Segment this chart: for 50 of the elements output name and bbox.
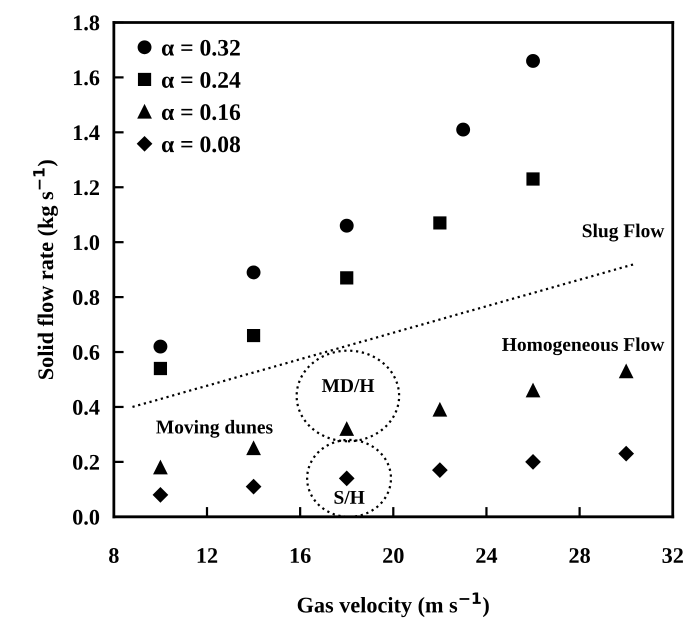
y-tick-label: 1.2	[74, 180, 100, 196]
point	[619, 364, 634, 378]
point	[526, 54, 540, 68]
x-tick-label: 8	[109, 548, 119, 564]
x-axis-title: Gas velocity (m s$^{−1}$)	[298, 592, 489, 618]
point	[153, 340, 168, 354]
legend-label: α = 0.08	[162, 136, 240, 152]
point	[432, 402, 447, 417]
point	[456, 122, 470, 137]
x-tick-label: 28	[569, 548, 590, 564]
annotation: Moving dunes	[156, 420, 273, 438]
annotation: S/H	[334, 490, 364, 504]
annotation: MD/H	[322, 379, 374, 392]
y-tick-label: 1.4	[74, 125, 100, 140]
point	[340, 218, 354, 233]
point	[152, 487, 168, 502]
annotation: Slug Flow	[582, 224, 664, 242]
y-tick-label: 0.6	[73, 344, 100, 360]
point	[618, 446, 634, 462]
x-tick-label: 16	[290, 548, 311, 564]
y-tick-label: 0.2	[73, 454, 100, 470]
point	[153, 460, 168, 474]
point	[154, 362, 168, 376]
y-tick-label: 0.0	[73, 510, 100, 525]
y-axis-title: Solid flow rate (kg s$^{−1}$)	[33, 160, 58, 380]
annotation: Homogeneous Flow	[502, 337, 664, 356]
point	[246, 441, 261, 456]
point	[526, 384, 540, 398]
legend-label: α = 0.24	[162, 72, 240, 88]
y-tick-label: 1.6	[74, 70, 100, 86]
point	[246, 328, 260, 342]
x-tick-label: 20	[383, 548, 404, 564]
point	[339, 470, 354, 486]
x-tick-label: 12	[198, 548, 218, 563]
x-tick-label: 32	[662, 548, 683, 564]
legend-label: α = 0.32	[162, 40, 240, 56]
point	[525, 454, 541, 470]
point	[246, 265, 261, 280]
y-tick-label: 1.8	[74, 15, 100, 30]
legend-label: α = 0.16	[162, 104, 240, 120]
point	[432, 462, 448, 478]
point	[246, 479, 262, 494]
x-tick-label: 24	[476, 548, 498, 563]
point	[340, 422, 354, 436]
point	[340, 271, 354, 284]
y-tick-label: 0.4	[73, 400, 100, 415]
y-tick-label: 1.0	[74, 235, 100, 250]
point	[433, 216, 446, 230]
point	[526, 172, 540, 186]
y-tick-label: 0.8	[73, 290, 100, 306]
